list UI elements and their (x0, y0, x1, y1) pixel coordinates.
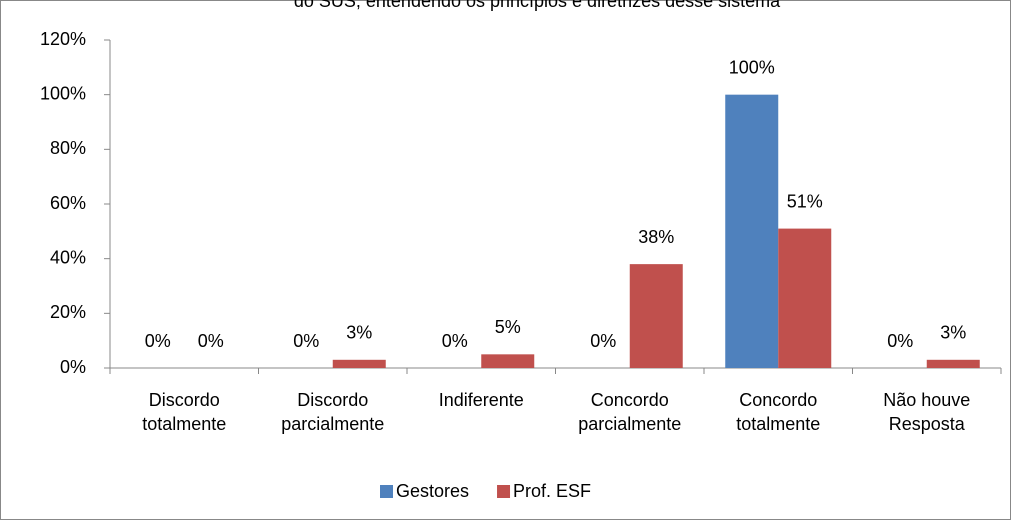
y-tick-label: 100% (40, 83, 86, 103)
y-tick-label: 120% (40, 29, 86, 49)
bar (332, 359, 386, 368)
bar (629, 264, 683, 368)
legend-swatch (380, 485, 393, 498)
y-tick-label: 20% (50, 302, 86, 322)
y-tick-label: 60% (50, 193, 86, 213)
bar (926, 359, 980, 368)
bar (725, 94, 779, 369)
x-tick-label: Indiferente (438, 390, 524, 410)
data-label: 0% (293, 331, 319, 351)
data-label: 51% (787, 191, 823, 211)
data-label: 0% (590, 331, 616, 351)
data-label: 5% (495, 317, 521, 337)
y-tick-label: 40% (50, 247, 86, 267)
legend-swatch (497, 485, 511, 498)
data-label: 0% (887, 331, 913, 351)
x-tick-label: Discordo totalmente (142, 390, 227, 434)
y-tick-label: 0% (60, 357, 86, 377)
y-tick-label: 80% (50, 138, 86, 158)
bar (481, 354, 535, 368)
legend-label: Prof. ESF (513, 481, 591, 501)
legend-label: Gestores (396, 481, 469, 501)
data-label: 3% (940, 323, 966, 343)
data-label: 100% (729, 57, 775, 77)
chart-title: do SUS, entendendo os princípios e diret… (294, 0, 781, 11)
bar (778, 228, 832, 368)
x-tick-label: Discordo parcialmente (281, 390, 385, 434)
x-tick-label: Não houve Resposta (883, 390, 971, 434)
data-label: 0% (198, 331, 224, 351)
data-label: 0% (442, 331, 468, 351)
x-tick-label: Concordo totalmente (736, 390, 821, 434)
x-tick-label: Concordo parcialmente (578, 390, 682, 434)
data-label: 3% (346, 323, 372, 343)
data-label: 0% (145, 331, 171, 351)
data-label: 38% (638, 227, 674, 247)
